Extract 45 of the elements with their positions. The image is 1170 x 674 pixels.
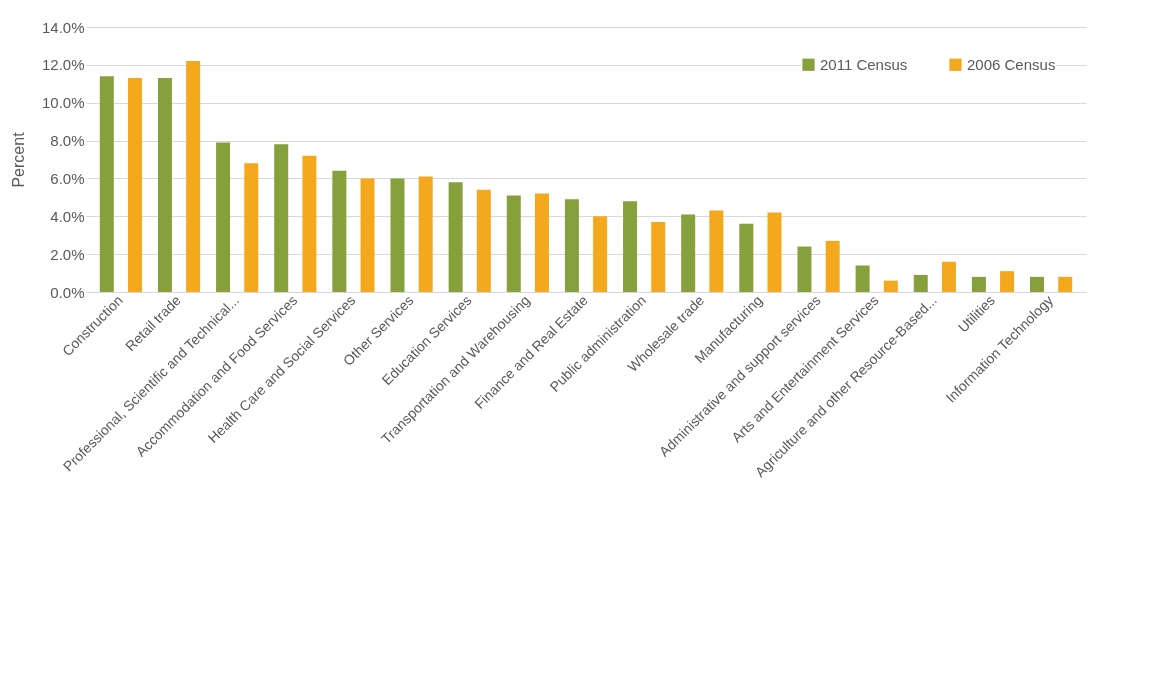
y-tick-label: 0.0%	[50, 283, 85, 301]
bar	[709, 210, 724, 292]
y-tick-label: 4.0%	[50, 207, 85, 225]
legend-label: 2011 Census	[820, 55, 908, 73]
bar	[157, 78, 172, 292]
y-tick-label: 12.0%	[41, 56, 85, 74]
bar	[623, 201, 638, 292]
bar	[360, 178, 375, 292]
bar	[564, 199, 579, 292]
bar	[1000, 271, 1015, 292]
y-tick-label: 8.0%	[50, 132, 85, 150]
bar	[739, 223, 754, 292]
bar	[127, 78, 142, 292]
y-tick-label: 10.0%	[41, 94, 85, 112]
bar	[855, 265, 870, 292]
bar	[651, 221, 666, 292]
y-tick-label: 2.0%	[50, 245, 85, 263]
bar	[302, 155, 317, 292]
bar	[767, 212, 782, 292]
bar	[883, 280, 898, 292]
y-tick-label: 14.0%	[41, 18, 85, 36]
bar	[186, 61, 201, 292]
bar	[244, 163, 259, 292]
bar	[534, 193, 549, 292]
bar	[418, 176, 433, 292]
bar	[476, 189, 491, 292]
bar	[825, 240, 840, 292]
y-tick-label: 6.0%	[50, 169, 85, 187]
legend-label: 2006 Census	[967, 55, 1056, 73]
bar	[681, 214, 696, 292]
bar	[216, 142, 231, 292]
bar	[593, 216, 608, 292]
y-axis-title: Percent	[9, 131, 27, 188]
bar	[99, 76, 114, 292]
bar	[390, 178, 405, 292]
bar	[332, 170, 347, 292]
bar	[506, 195, 521, 292]
bar	[971, 276, 986, 292]
bar	[1030, 276, 1045, 292]
bar	[797, 246, 812, 292]
bar	[941, 261, 956, 292]
bar	[913, 274, 928, 292]
bar	[274, 144, 289, 292]
bar	[448, 182, 463, 292]
bar	[1058, 276, 1073, 292]
